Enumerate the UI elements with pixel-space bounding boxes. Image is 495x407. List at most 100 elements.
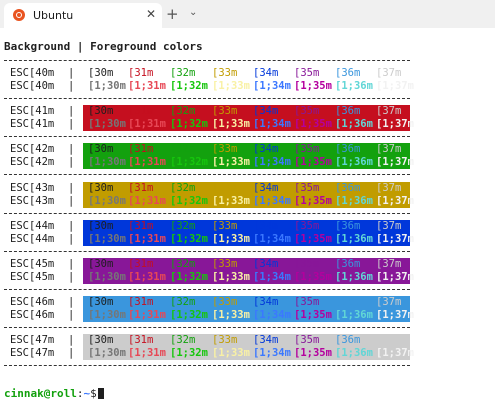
fg-color-sample: [1;33m <box>212 118 250 130</box>
prompt-path: ~ <box>83 387 91 400</box>
esc-code-label: ESC[46m <box>10 309 55 321</box>
fg-color-sample: [1;34m <box>253 233 291 245</box>
scrollbar[interactable] <box>491 28 495 407</box>
fg-color-sample: [1;35m <box>294 309 332 321</box>
fg-color-sample: [1;37m <box>376 271 414 283</box>
fg-color-sample: [37m <box>376 258 402 270</box>
table-row: ESC[45m | [1;30m [1;31m [1;32m [1;33m [1;34m [1… <box>0 271 414 284</box>
fg-color-sample: [1;36m <box>335 347 373 359</box>
fg-color-sample: [30m <box>88 105 114 117</box>
fg-color-sample: [1;37m <box>376 195 414 207</box>
fg-color-sample: [1;31m <box>128 156 166 168</box>
esc-code-label: ESC[42m <box>10 143 55 155</box>
fg-color-sample: [31m <box>128 105 154 117</box>
fg-color-sample: [1;37m <box>376 80 414 92</box>
esc-code-label: ESC[47m <box>10 334 55 346</box>
fg-color-sample: [32m <box>170 296 196 308</box>
column-divider: | <box>68 309 75 321</box>
fg-color-sample: [33m <box>212 105 238 117</box>
fg-color-sample: [1;37m <box>376 309 414 321</box>
fg-color-sample: [30m <box>88 182 114 194</box>
fg-color-sample: [32m <box>170 182 196 194</box>
fg-color-sample: [33m <box>212 220 238 232</box>
background-swatch <box>83 143 410 156</box>
separator <box>4 251 410 252</box>
table-row: ESC[44m | [1;30m [1;31m [1;32m [1;33m [1;34m [1… <box>0 233 414 246</box>
fg-color-sample: [1;31m <box>128 80 166 92</box>
fg-color-sample: [1;34m <box>253 309 291 321</box>
fg-color-sample: [1;32m <box>170 347 208 359</box>
fg-color-sample: [35m <box>294 67 320 79</box>
esc-code-label: ESC[45m <box>10 258 55 270</box>
fg-color-sample: [36m <box>335 182 361 194</box>
close-icon[interactable]: ✕ <box>146 7 157 21</box>
column-divider: | <box>68 296 75 308</box>
esc-code-label: ESC[40m <box>10 67 55 79</box>
fg-color-sample: [31m <box>128 258 154 270</box>
fg-color-sample: [32m <box>170 105 196 117</box>
prompt-user: cinnak@roll <box>4 387 77 400</box>
background-swatch <box>83 105 410 118</box>
fg-color-sample: [32m <box>170 67 196 79</box>
table-heading: Background | Foreground colors <box>4 40 203 53</box>
tab-ubuntu[interactable]: Ubuntu ✕ <box>4 3 162 28</box>
fg-color-sample: [1;30m <box>88 347 126 359</box>
column-divider: | <box>68 105 75 117</box>
fg-color-sample: [1;30m <box>88 156 126 168</box>
fg-color-sample: [35m <box>294 143 320 155</box>
fg-color-sample: [30m <box>88 334 114 346</box>
fg-color-sample: [34m <box>253 334 279 346</box>
new-tab-button[interactable]: + <box>166 5 179 23</box>
terminal-content[interactable]: Background | Foreground colors ESC[40m | [… <box>0 28 495 407</box>
fg-color-sample: [32m <box>170 220 196 232</box>
column-divider: | <box>68 143 75 155</box>
column-divider: | <box>68 233 75 245</box>
separator <box>4 174 410 175</box>
fg-color-sample: [35m <box>294 258 320 270</box>
background-swatch <box>83 156 410 169</box>
fg-color-sample: [34m <box>253 105 279 117</box>
background-swatch <box>83 334 410 347</box>
fg-color-sample: [33m <box>212 182 238 194</box>
esc-code-label: ESC[43m <box>10 195 55 207</box>
table-row: ESC[40m | [1;30m [1;31m [1;32m [1;33m [1;34m [1… <box>0 80 414 93</box>
fg-color-sample: [35m <box>294 182 320 194</box>
fg-color-sample: [1;35m <box>294 347 332 359</box>
table-row: ESC[40m | [30m [31m [32m [33m [34m [35m [36m [37m <box>0 67 410 80</box>
esc-code-label: ESC[44m <box>10 233 55 245</box>
fg-color-sample: [31m <box>128 182 154 194</box>
esc-code-label: ESC[40m <box>10 80 55 92</box>
esc-code-label: ESC[44m <box>10 220 55 232</box>
fg-color-sample: [1;36m <box>335 271 373 283</box>
fg-color-sample: [1;36m <box>335 118 373 130</box>
background-swatch <box>83 271 410 284</box>
column-divider: | <box>68 347 75 359</box>
chevron-down-icon[interactable]: ⌄ <box>189 7 198 18</box>
fg-color-sample: [1;32m <box>170 195 208 207</box>
fg-color-sample: [32m <box>170 334 196 346</box>
fg-color-sample: [1;34m <box>253 80 291 92</box>
prompt-separator: : <box>76 387 84 400</box>
fg-color-sample: [1;35m <box>294 156 332 168</box>
column-divider: | <box>68 156 75 168</box>
fg-color-sample: [33m <box>212 143 238 155</box>
fg-color-sample: [1;33m <box>212 156 250 168</box>
fg-color-sample: [30m <box>88 258 114 270</box>
fg-color-sample: [1;32m <box>170 156 208 168</box>
fg-color-sample: [36m <box>335 143 361 155</box>
fg-color-sample: [36m <box>335 67 361 79</box>
fg-color-sample: [30m <box>88 296 114 308</box>
column-divider: | <box>68 80 75 92</box>
fg-color-sample: [1;35m <box>294 118 332 130</box>
esc-code-label: ESC[45m <box>10 271 55 283</box>
fg-color-sample: [1;31m <box>128 271 166 283</box>
fg-color-sample: [1;35m <box>294 195 332 207</box>
fg-color-sample: [34m <box>253 182 279 194</box>
fg-color-sample: [31m <box>128 220 154 232</box>
fg-color-sample: [34m <box>253 296 279 308</box>
fg-color-sample: [1;32m <box>170 80 208 92</box>
fg-color-sample: [34m <box>253 67 279 79</box>
fg-color-sample: [1;31m <box>128 347 166 359</box>
esc-code-label: ESC[47m <box>10 347 55 359</box>
